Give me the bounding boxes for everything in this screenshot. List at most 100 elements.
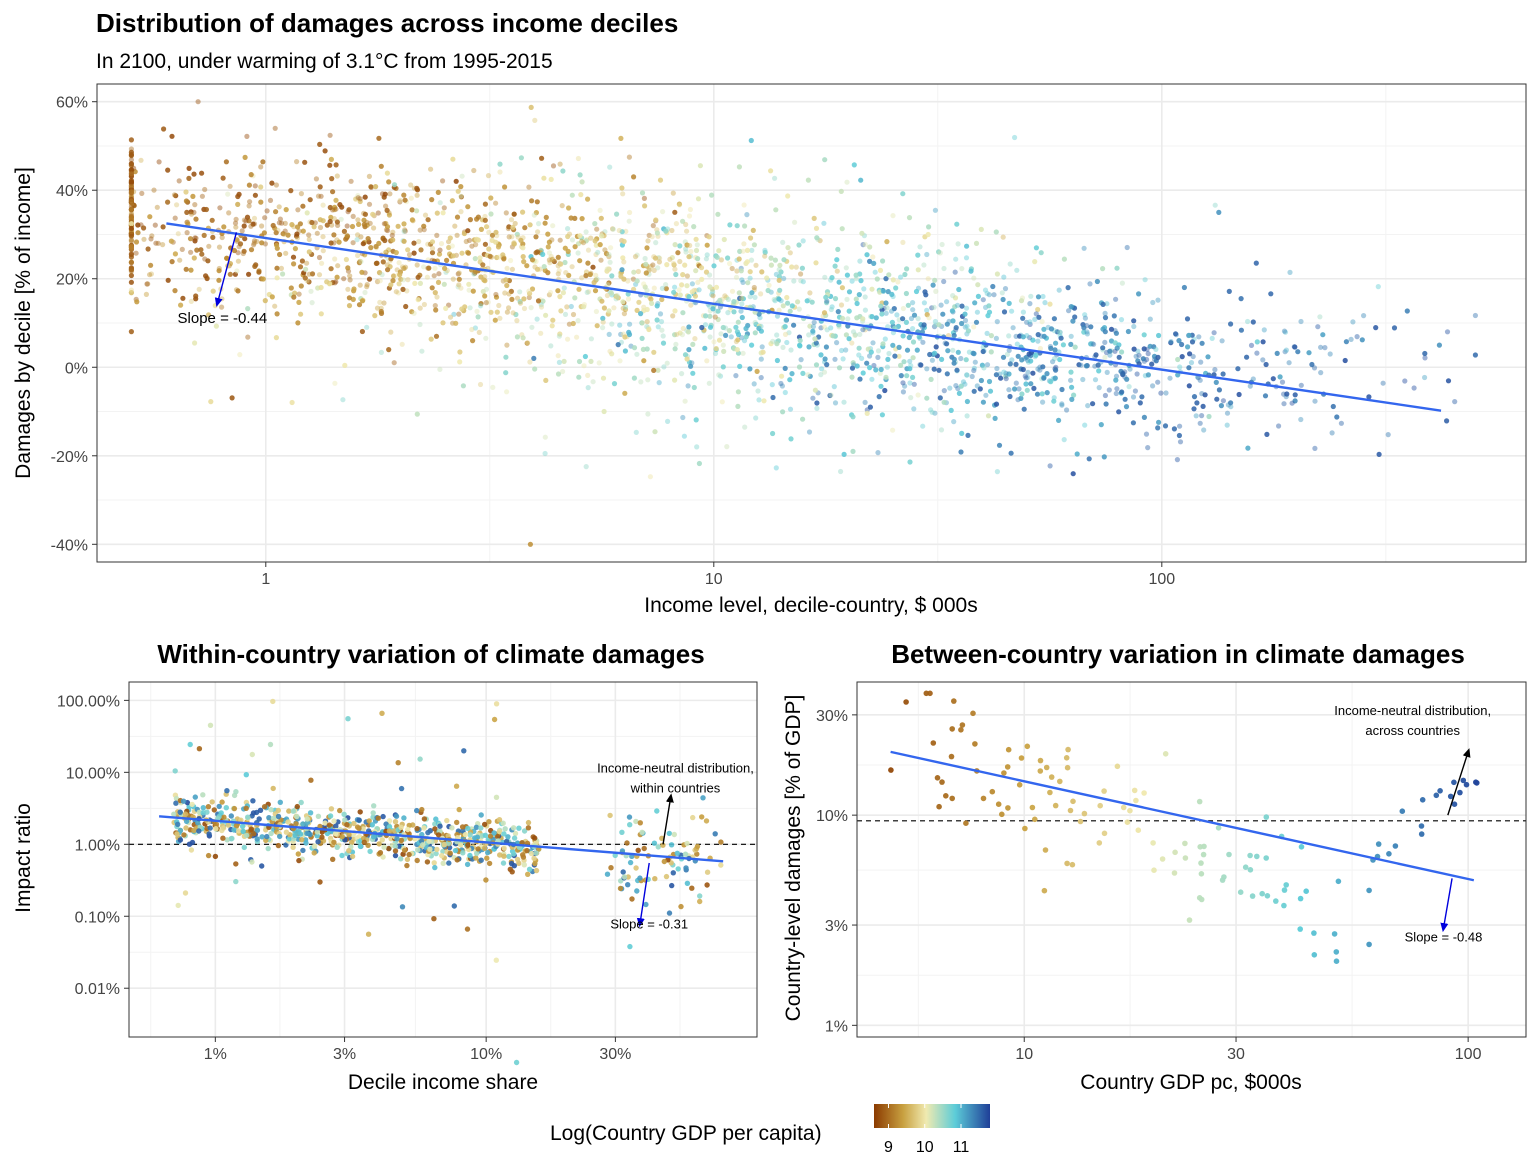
data-point bbox=[699, 276, 705, 282]
data-point bbox=[1005, 805, 1011, 811]
data-point bbox=[785, 245, 791, 251]
data-point bbox=[830, 333, 836, 339]
data-point bbox=[1436, 342, 1442, 348]
data-point bbox=[501, 256, 507, 262]
data-point bbox=[368, 184, 374, 190]
data-point bbox=[328, 806, 335, 812]
data-point bbox=[762, 249, 768, 255]
data-point bbox=[822, 356, 828, 362]
data-point bbox=[268, 830, 274, 837]
data-point bbox=[993, 229, 999, 235]
data-point bbox=[626, 218, 632, 224]
x-tick-label: 100 bbox=[1455, 1046, 1482, 1063]
data-point bbox=[619, 267, 625, 273]
data-point bbox=[1060, 342, 1066, 348]
data-point bbox=[783, 317, 789, 323]
data-point bbox=[680, 310, 686, 316]
data-point bbox=[962, 324, 968, 330]
data-point bbox=[1176, 432, 1182, 439]
data-point bbox=[907, 459, 913, 465]
data-point bbox=[184, 209, 190, 215]
data-point bbox=[1250, 376, 1256, 382]
data-point bbox=[729, 265, 735, 272]
annotation-label: Income-neutral distribution, bbox=[597, 760, 754, 775]
data-point bbox=[875, 450, 881, 456]
data-point bbox=[613, 293, 619, 299]
data-point bbox=[1245, 318, 1251, 325]
data-point bbox=[900, 316, 906, 322]
annotation-label: Income-neutral distribution, bbox=[1334, 703, 1491, 718]
data-point bbox=[998, 375, 1004, 381]
data-point bbox=[1013, 361, 1019, 367]
data-point bbox=[713, 346, 719, 352]
data-point bbox=[793, 264, 799, 270]
data-point bbox=[366, 818, 372, 824]
data-point bbox=[650, 223, 656, 229]
data-point bbox=[1048, 326, 1055, 332]
data-point bbox=[1177, 423, 1183, 429]
data-point bbox=[818, 325, 824, 331]
data-point bbox=[421, 816, 428, 822]
data-point bbox=[618, 331, 624, 337]
data-point bbox=[839, 226, 845, 232]
data-point bbox=[1176, 338, 1182, 344]
data-point bbox=[486, 229, 492, 235]
data-point bbox=[1052, 375, 1058, 381]
data-point bbox=[1068, 369, 1074, 375]
data-point bbox=[1038, 250, 1044, 256]
data-point bbox=[617, 885, 624, 892]
data-point bbox=[425, 829, 431, 836]
data-point bbox=[627, 822, 633, 828]
data-point bbox=[193, 235, 199, 241]
data-point bbox=[686, 347, 692, 353]
data-point bbox=[605, 282, 611, 288]
data-point bbox=[669, 882, 675, 889]
data-point bbox=[1155, 425, 1161, 431]
data-point bbox=[1354, 334, 1360, 340]
data-point bbox=[781, 275, 787, 282]
data-point bbox=[195, 99, 201, 105]
data-point bbox=[349, 853, 356, 860]
data-point bbox=[1141, 332, 1147, 338]
data-point bbox=[478, 301, 484, 307]
data-point bbox=[465, 825, 471, 832]
data-point bbox=[346, 303, 353, 309]
data-point bbox=[444, 817, 450, 824]
data-point bbox=[189, 801, 195, 808]
data-point bbox=[520, 209, 526, 215]
data-point bbox=[346, 848, 352, 854]
data-point bbox=[128, 161, 134, 167]
data-point bbox=[807, 373, 813, 379]
data-point bbox=[261, 804, 268, 810]
data-point bbox=[671, 262, 677, 268]
data-point bbox=[925, 231, 931, 238]
data-point bbox=[1013, 380, 1019, 386]
data-point bbox=[520, 254, 526, 260]
data-point bbox=[542, 450, 548, 457]
data-point bbox=[639, 335, 645, 341]
data-point bbox=[749, 247, 755, 253]
data-point bbox=[1001, 770, 1007, 776]
data-point bbox=[200, 810, 206, 816]
data-point bbox=[782, 365, 788, 371]
data-point bbox=[739, 295, 745, 301]
data-point bbox=[1198, 860, 1204, 866]
data-point bbox=[149, 233, 155, 239]
data-point bbox=[276, 204, 282, 210]
data-point bbox=[1024, 743, 1031, 750]
data-point bbox=[482, 821, 488, 828]
data-point bbox=[509, 296, 515, 302]
data-point bbox=[980, 399, 987, 405]
data-point bbox=[201, 232, 207, 238]
data-point bbox=[582, 353, 589, 360]
data-point bbox=[805, 177, 812, 183]
data-point bbox=[487, 253, 493, 259]
data-point bbox=[972, 300, 978, 306]
data-point bbox=[418, 247, 424, 253]
data-point bbox=[663, 282, 669, 288]
data-point bbox=[991, 292, 997, 298]
data-point bbox=[743, 325, 749, 332]
data-point bbox=[1182, 840, 1188, 847]
data-point bbox=[182, 890, 189, 896]
